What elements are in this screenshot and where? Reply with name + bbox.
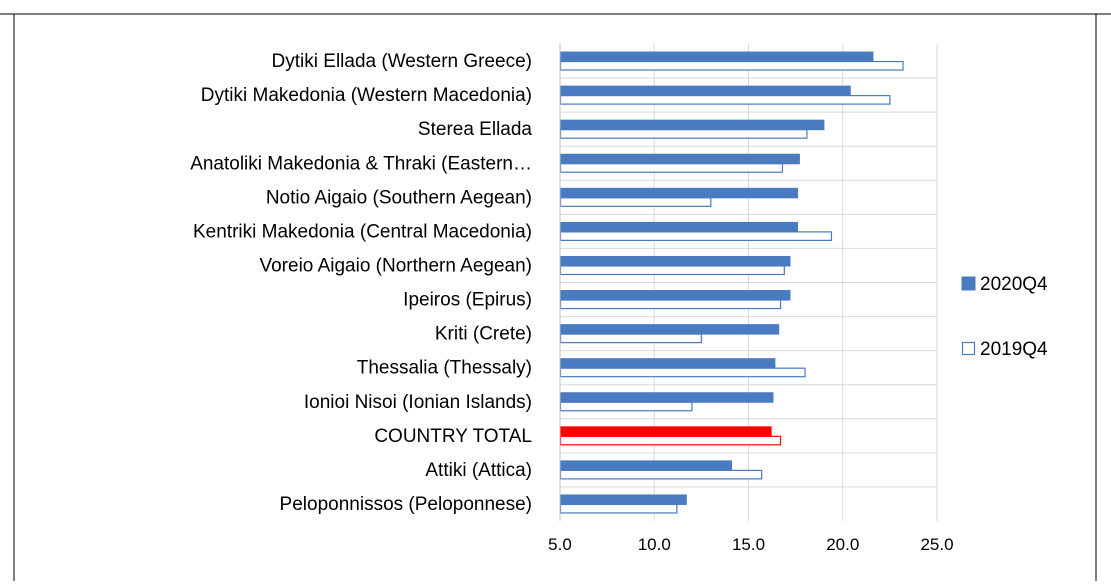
x-tick-label: 15.0 [732,535,765,554]
category-label: Ionioi Nisoi (Ionian Islands) [304,392,532,413]
grid [559,44,938,521]
bar-2019q4 [559,435,782,446]
bar-2020q4 [559,324,780,335]
category-label: Kentriki Makedonia (Central Macedonia) [193,221,532,242]
category-label: Thessalia (Thessaly) [357,358,532,379]
bar-2019q4 [559,367,806,378]
bar-2020q4 [559,85,851,97]
bars [559,51,904,514]
category-label: Attiki (Attica) [425,460,532,481]
category-label: Dytiki Makedonia (Western Macedonia) [201,85,532,106]
category-label: COUNTRY TOTAL [374,426,532,447]
legend-label: 2020Q4 [980,274,1048,295]
bar-2020q4 [559,255,791,267]
bar-2020q4 [559,221,799,233]
bar-2019q4 [559,197,712,207]
bar-2019q4 [559,163,784,173]
bar-2019q4 [559,265,785,276]
category-label: Sterea Ellada [418,119,533,140]
bar-2019q4 [559,231,833,241]
legend-label: 2019Q4 [980,339,1048,360]
legend: 2020Q4 2019Q4 [961,274,1048,360]
x-tick-label: 20.0 [826,535,859,554]
bar-2020q4 [559,494,687,505]
bar-2019q4 [559,129,808,139]
bar-2019q4 [559,60,904,71]
axis: 5.0 10.0 15.0 20.0 25.0 Dytiki Ellada (Wester… [190,44,954,554]
bar-2020q4 [559,187,799,199]
bar-2020q4 [559,153,800,165]
bar-2019q4 [559,503,678,514]
bar-2019q4 [559,401,693,412]
category-label: Voreio Aigaio (Northern Aegean) [259,255,532,276]
bar-2020q4 [559,392,774,403]
x-tick-label: 25.0 [920,535,953,554]
category-label: Dytiki Ellada (Western Greece) [272,51,532,72]
legend-swatch-filled [961,276,976,291]
bar-2020q4 [559,358,776,369]
x-tick-label: 10.0 [638,535,671,554]
x-tick-label: 5.0 [548,535,572,554]
category-label: Anatoliki Makedonia & Thraki (Eastern… [190,153,532,174]
bar-2020q4 [559,460,733,471]
bar-2020q4 [559,119,825,131]
bar-2020q4 [559,426,772,437]
bar-2019q4 [559,469,763,480]
bar-2019q4 [559,95,891,105]
bar-2020q4 [559,290,791,301]
bar-2019q4 [559,299,782,310]
category-label: Notio Aigaio (Southern Aegean) [266,187,532,208]
category-label: Ipeiros (Epirus) [403,290,532,311]
category-label: Peloponnissos (Peloponnese) [280,494,532,515]
legend-swatch-outline [961,341,976,356]
bar-2019q4 [559,333,702,344]
bar-2020q4 [559,51,874,63]
category-label: Kriti (Crete) [435,324,532,345]
